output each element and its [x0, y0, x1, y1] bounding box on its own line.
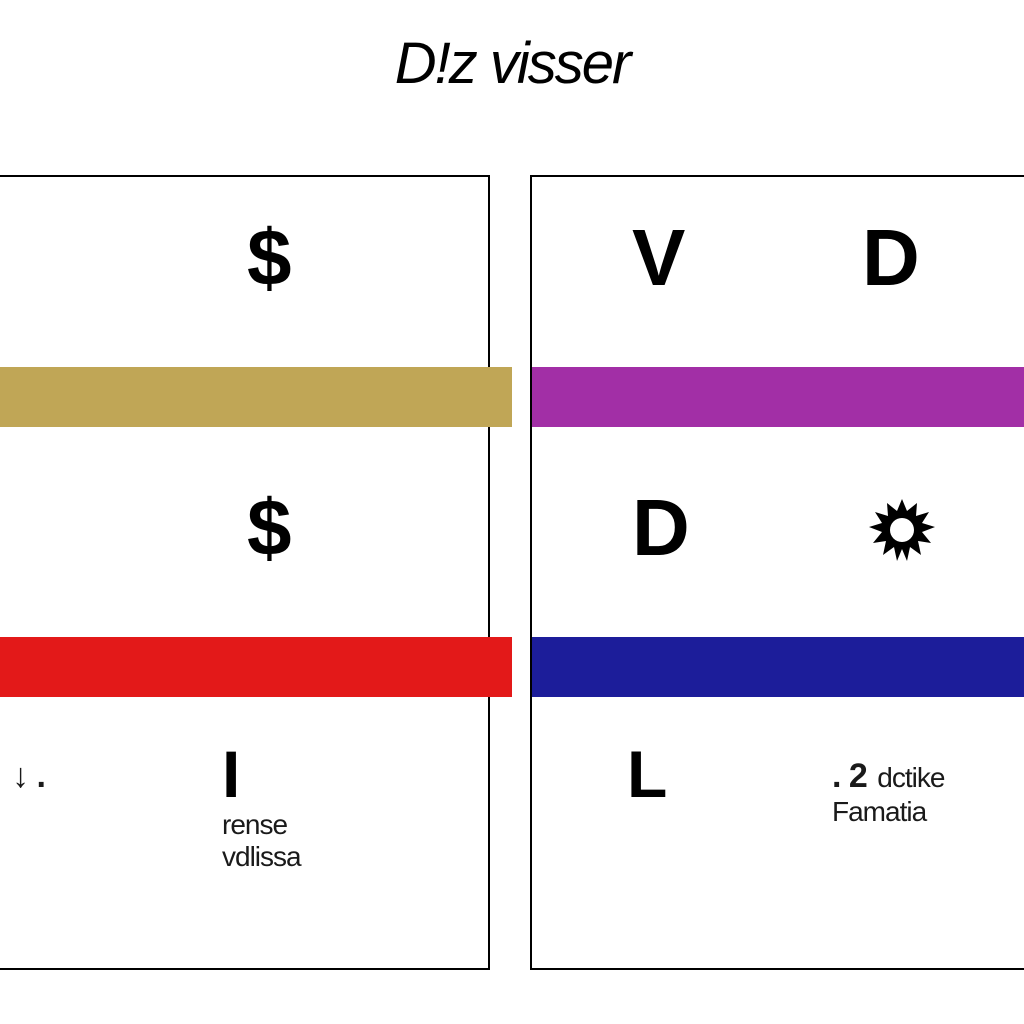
- right-footer-col2: . 2 dctike Famatia: [832, 757, 944, 828]
- right-band-purple: [532, 367, 1024, 427]
- right-footer-col1: L: [627, 737, 667, 813]
- right-band-blue: [532, 637, 1024, 697]
- letter-v: V: [632, 212, 685, 304]
- right-footer-line2: Famatia: [832, 796, 944, 828]
- left-band-red: [0, 637, 512, 697]
- right-panel: V D D L . 2 dctike Famatia: [530, 175, 1024, 970]
- letter-d-1: D: [862, 212, 920, 304]
- left-footer-col2-line1: rense: [222, 809, 301, 841]
- left-footer-col1: ↓ .: [12, 757, 45, 796]
- dollar-symbol-2: $: [247, 482, 292, 574]
- page-title: D!z visser: [0, 30, 1024, 97]
- letter-d-2: D: [632, 482, 690, 574]
- left-footer-col1-top: ↓ .: [12, 757, 45, 796]
- left-footer-col2-line2: vdlissa: [222, 841, 301, 873]
- left-footer-col2-big: I: [222, 737, 301, 813]
- right-footer-col1-big: L: [627, 737, 667, 813]
- right-footer-line1: dctike: [877, 762, 944, 793]
- left-footer-col2: I rense vdlissa: [222, 737, 301, 873]
- left-panel: $ $ ↓ . I rense vdlissa: [0, 175, 490, 970]
- dollar-symbol-1: $: [247, 212, 292, 304]
- right-footer-prefix: . 2: [832, 757, 867, 795]
- star-icon: [867, 497, 937, 572]
- right-footer-col2-row1: . 2 dctike: [832, 757, 944, 796]
- left-band-gold: [0, 367, 512, 427]
